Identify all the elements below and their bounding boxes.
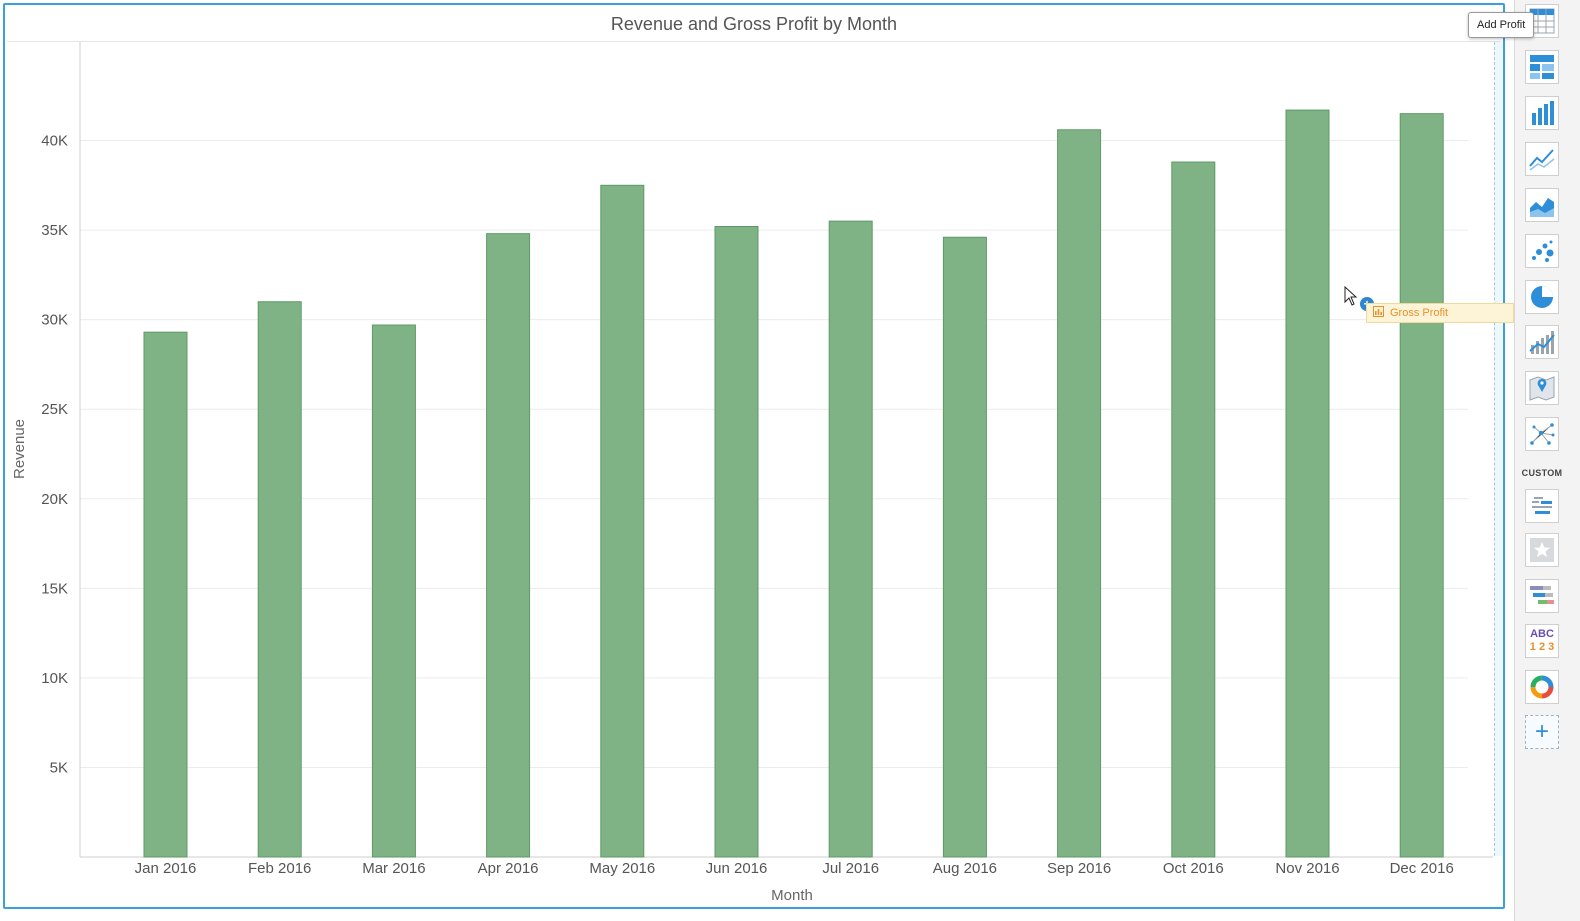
map-chart-icon (1529, 375, 1555, 401)
dragged-field-chip[interactable]: Gross Profit (1366, 303, 1514, 323)
mouse-cursor-icon (1344, 285, 1358, 311)
palette-gantt-chart-button[interactable] (1525, 579, 1559, 613)
measure-field-icon (1373, 306, 1384, 320)
y-tick-label: 40K (41, 133, 68, 150)
palette-word-cloud-button[interactable] (1525, 489, 1559, 523)
text-number-bottom: 1 2 3 (1529, 641, 1555, 653)
bar (600, 184, 645, 858)
area-chart-icon (1529, 192, 1555, 218)
bar (143, 331, 188, 858)
chart-type-palette: CUSTOM ABC 1 2 3 + (1514, 0, 1580, 921)
palette-scatter-chart-button[interactable] (1525, 234, 1559, 268)
bar (828, 220, 873, 858)
y-tick-label: 30K (41, 312, 68, 329)
bar (1285, 109, 1330, 858)
x-axis-title: Month (771, 887, 813, 904)
palette-map-chart-button[interactable] (1525, 371, 1559, 405)
palette-area-chart-button[interactable] (1525, 188, 1559, 222)
palette-pie-chart-button[interactable] (1525, 280, 1559, 314)
y-tick-label: 35K (41, 222, 68, 239)
palette-combo-chart-button[interactable] (1525, 325, 1559, 359)
network-chart-icon (1529, 421, 1555, 447)
bar (371, 324, 416, 858)
text-number-icon: ABC 1 2 3 (1530, 628, 1554, 654)
combo-chart-icon (1529, 329, 1555, 355)
x-tick-label: May 2016 (589, 860, 655, 877)
donut-chart-icon (1529, 674, 1555, 700)
y-tick-label: 5K (50, 759, 68, 776)
crosstab-chart-icon (1529, 54, 1555, 80)
add-icon: + (1534, 718, 1549, 745)
bar (486, 233, 531, 858)
x-tick-label: Jun 2016 (706, 860, 768, 877)
text-number-top: ABC (1530, 628, 1554, 640)
palette-star-button[interactable] (1525, 533, 1559, 567)
line-chart-icon (1529, 146, 1555, 172)
palette-text-number-button[interactable]: ABC 1 2 3 (1525, 624, 1559, 658)
palette-network-chart-button[interactable] (1525, 417, 1559, 451)
palette-add-button[interactable]: + (1525, 715, 1559, 749)
word-cloud-icon (1529, 493, 1555, 519)
drop-zone-strip[interactable] (1494, 42, 1503, 856)
palette-donut-chart-button[interactable] (1525, 670, 1559, 704)
y-tick-label: 25K (41, 401, 68, 418)
bar (1171, 161, 1216, 858)
bar (714, 225, 759, 858)
bar (1057, 129, 1102, 858)
dragged-field-label: Gross Profit (1390, 307, 1449, 319)
palette-line-chart-button[interactable] (1525, 142, 1559, 176)
y-tick-label: 10K (41, 670, 68, 687)
star-icon (1529, 537, 1555, 563)
palette-crosstab-chart-button[interactable] (1525, 50, 1559, 84)
x-tick-label: Nov 2016 (1275, 860, 1339, 877)
x-tick-label: Apr 2016 (478, 860, 539, 877)
custom-section-label: CUSTOM (1521, 468, 1563, 478)
scatter-chart-icon (1529, 238, 1555, 264)
add-profit-tooltip: Add Profit (1468, 12, 1535, 38)
bar (942, 236, 987, 858)
x-tick-label: Dec 2016 (1390, 860, 1454, 877)
x-tick-label: Mar 2016 (362, 860, 425, 877)
chart-title: Revenue and Gross Profit by Month (610, 14, 898, 34)
x-tick-label: Oct 2016 (1163, 860, 1224, 877)
y-axis-title: Revenue (11, 419, 28, 479)
x-tick-label: Feb 2016 (248, 860, 311, 877)
bar-chart: 5K 10K 15K 20K 25K 30K 35K 40K Jan 2016 Feb 2016 M… (11, 42, 1493, 904)
x-tick-label: Aug 2016 (933, 860, 997, 877)
title-divider (7, 41, 1501, 42)
x-tick-label: Sep 2016 (1047, 860, 1111, 877)
gantt-chart-icon (1529, 583, 1555, 609)
x-tick-label: Jul 2016 (822, 860, 879, 877)
y-tick-label: 15K (41, 580, 68, 597)
bar (1399, 113, 1444, 858)
x-tick-label: Jan 2016 (135, 860, 197, 877)
pie-chart-icon (1529, 284, 1555, 310)
y-tick-label: 20K (41, 491, 68, 508)
bar (257, 301, 302, 858)
palette-bar-chart-button[interactable] (1525, 96, 1559, 130)
bar-chart-icon (1529, 100, 1555, 126)
